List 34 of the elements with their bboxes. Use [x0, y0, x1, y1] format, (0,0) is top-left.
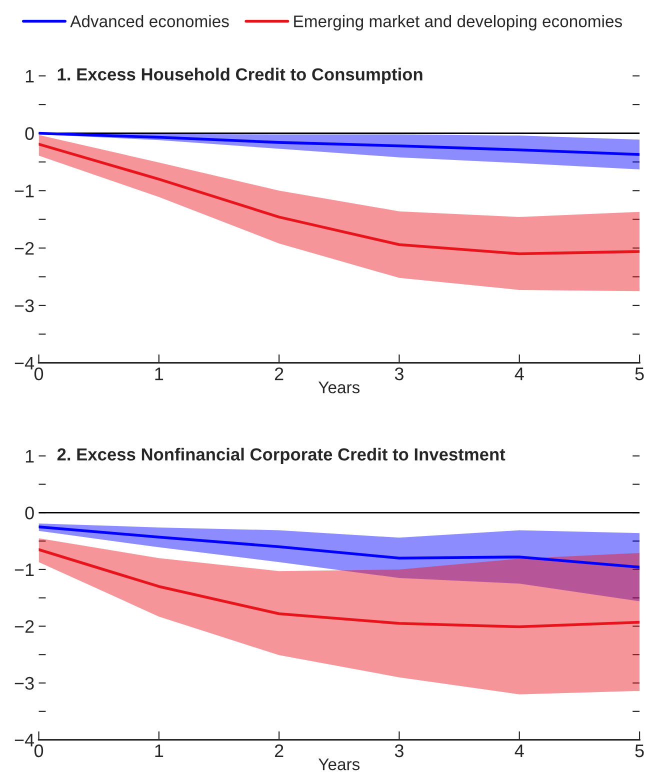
legend-label: Emerging market and developing economies — [294, 15, 622, 31]
x-tick-label: 1 — [155, 368, 164, 380]
y-tick-label: 0 — [25, 127, 34, 140]
y-tick-label: −4 — [14, 734, 34, 746]
legend-label: Advanced economies — [70, 15, 229, 28]
x-tick-label: 5 — [635, 744, 644, 758]
y-tick-label: −4 — [14, 356, 34, 370]
y-tick-label: 0 — [25, 506, 34, 520]
x-tick-label: 3 — [394, 744, 404, 758]
line-series — [38, 548, 640, 628]
line-series — [38, 525, 640, 569]
x-axis-title: Years — [318, 382, 360, 394]
y-tick-label: −2 — [14, 242, 34, 255]
x-axis-title: Years — [318, 758, 360, 770]
chart-title: 2. Excess Nonfinancial Corporate Credit to Investment — [57, 448, 506, 464]
y-tick-label: −1 — [14, 564, 34, 576]
x-tick-label: 2 — [274, 744, 284, 758]
line-series — [38, 142, 640, 256]
y-tick-label: −1 — [14, 184, 34, 198]
x-tick-label: 5 — [635, 368, 644, 380]
x-tick-label: 0 — [34, 367, 44, 380]
y-tick-label: 1 — [26, 450, 34, 462]
x-tick-label: 0 — [34, 744, 44, 758]
x-tick-label: 1 — [155, 744, 164, 758]
x-tick-label: 4 — [514, 744, 524, 758]
x-tick-label: 4 — [514, 368, 524, 380]
x-tick-label: 2 — [274, 367, 284, 380]
x-tick-label: 3 — [394, 367, 404, 380]
y-tick-label: −3 — [14, 299, 34, 312]
y-tick-label: 1 — [26, 70, 34, 82]
line-series — [38, 132, 640, 156]
y-tick-label: −3 — [14, 676, 34, 690]
chart-title: 1. Excess Household Credit to Consumption — [58, 68, 422, 84]
y-tick-label: −2 — [14, 620, 34, 633]
